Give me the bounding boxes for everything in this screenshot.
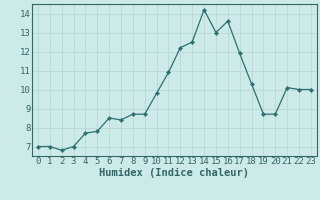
X-axis label: Humidex (Indice chaleur): Humidex (Indice chaleur) xyxy=(100,168,249,178)
